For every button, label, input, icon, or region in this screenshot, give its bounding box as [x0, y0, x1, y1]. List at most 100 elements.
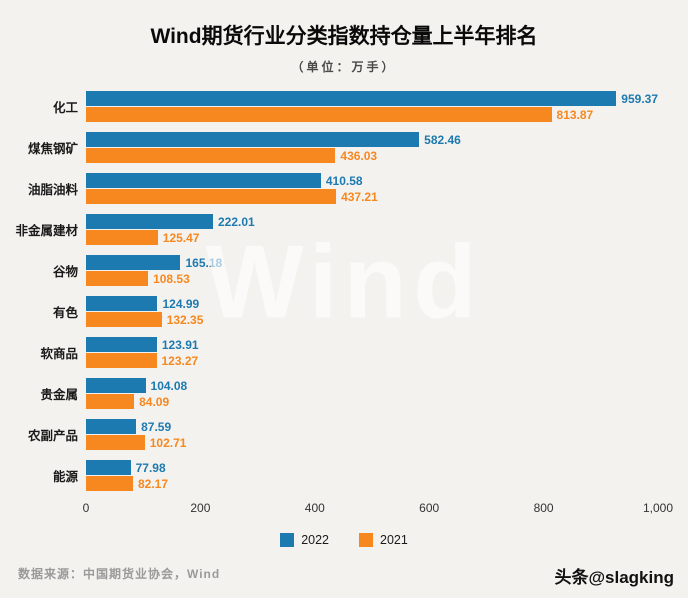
category-label: 煤焦钢矿: [27, 142, 78, 156]
bar-2021: [86, 353, 157, 368]
bar-2022: [86, 255, 181, 270]
bar-2021: [86, 476, 133, 491]
category-label: 贵金属: [40, 388, 78, 402]
legend-label: 2022: [301, 533, 329, 547]
category-row: 贵金属 104.08 84.09: [0, 378, 688, 409]
value-label: 125.47: [162, 230, 200, 245]
category-label: 非金属建材: [15, 224, 78, 238]
bar-line-2022: 410.58: [86, 173, 658, 188]
value-label: 77.98: [135, 460, 166, 475]
x-axis: 0 200 400 600 800 1,000: [82, 501, 673, 517]
bar-line-2022: 959.37: [86, 91, 658, 106]
value-label: 82.17: [138, 476, 169, 491]
bar-line-2022: 165.18: [86, 255, 658, 270]
category-row: 能源 77.98 82.17: [0, 460, 688, 491]
bar-2022: [86, 214, 213, 229]
category-row: 煤焦钢矿 582.46 436.03: [0, 132, 688, 163]
category-row: 软商品 123.91 123.27: [0, 337, 688, 368]
value-label: 102.71: [149, 435, 187, 450]
value-label: 108.53: [153, 271, 190, 286]
value-label: 813.87: [556, 107, 594, 122]
legend-item-2021: 2021: [359, 533, 408, 547]
bar-2022: [86, 460, 131, 475]
category-label: 化工: [52, 101, 78, 115]
value-label: 222.01: [217, 214, 255, 229]
category-row: 非金属建材 222.01 125.47: [0, 214, 688, 245]
value-label: 87.59: [141, 419, 172, 434]
bar-group: 410.58 437.21: [86, 173, 658, 204]
bar-2021: [86, 271, 149, 286]
bar-line-2021: 813.87: [86, 107, 658, 122]
bar-group: 165.18 108.53: [86, 255, 658, 286]
value-label: 410.58: [325, 173, 363, 188]
x-tick-label: 200: [190, 501, 211, 515]
value-label: 132.35: [166, 312, 204, 327]
bar-group: 77.98 82.17: [86, 460, 658, 491]
category-label: 谷物: [52, 265, 78, 279]
legend-swatch: [359, 533, 373, 547]
bar-line-2022: 104.08: [86, 378, 658, 393]
bar-2021: [86, 230, 158, 245]
bar-2021: [86, 107, 552, 122]
bar-line-2021: 437.21: [86, 189, 658, 204]
chart-rows: 化工 959.37 813.87 煤焦钢矿 582.46 436.03 油脂油料 410.58…: [0, 91, 688, 491]
bar-2021: [86, 435, 145, 450]
bar-2022: [86, 419, 137, 434]
bar-line-2021: 82.17: [86, 476, 658, 491]
bar-line-2021: 108.53: [86, 271, 658, 286]
bar-group: 123.91 123.27: [86, 337, 658, 368]
bar-line-2021: 84.09: [86, 394, 658, 409]
x-tick-label: 1,000: [642, 501, 674, 515]
category-row: 有色 124.99 132.35: [0, 296, 688, 327]
value-label: 104.08: [150, 378, 188, 393]
bar-2022: [86, 296, 158, 311]
x-tick-label: 600: [419, 501, 440, 515]
x-tick-label: 800: [533, 501, 554, 515]
bar-line-2022: 582.46: [86, 132, 658, 147]
bar-line-2021: 436.03: [86, 148, 658, 163]
value-label: 84.09: [139, 394, 170, 409]
value-label: 123.27: [161, 353, 199, 368]
category-label: 软商品: [40, 347, 78, 361]
bar-line-2021: 102.71: [86, 435, 658, 450]
bar-2022: [86, 378, 146, 393]
value-label: 582.46: [424, 132, 461, 147]
bar-group: 87.59 102.71: [86, 419, 658, 450]
bar-group: 582.46 436.03: [86, 132, 658, 163]
bar-group: 959.37 813.87: [86, 91, 658, 122]
category-label: 农副产品: [27, 429, 78, 443]
chart-subtitle: （单位：万手）: [291, 60, 397, 74]
category-label: 有色: [52, 306, 78, 320]
bar-group: 222.01 125.47: [86, 214, 658, 245]
bar-line-2021: 125.47: [86, 230, 658, 245]
category-row: 农副产品 87.59 102.71: [0, 419, 688, 450]
category-row: 谷物 165.18 108.53: [0, 255, 688, 286]
bar-line-2022: 123.91: [86, 337, 658, 352]
bar-2022: [86, 337, 157, 352]
x-tick-label: 400: [304, 501, 325, 515]
category-row: 化工 959.37 813.87: [0, 91, 688, 122]
bar-2021: [86, 189, 337, 204]
bar-2021: [86, 148, 336, 163]
value-label: 123.91: [161, 337, 199, 352]
bar-group: 104.08 84.09: [86, 378, 658, 409]
bar-line-2022: 87.59: [86, 419, 658, 434]
legend-item-2022: 2022: [280, 533, 329, 547]
category-row: 油脂油料 410.58 437.21: [0, 173, 688, 204]
chart-title: Wind期货行业分类指数持仓量上半年排名: [150, 25, 538, 48]
legend: 2022 2021: [0, 533, 688, 547]
value-label: 165.18: [185, 255, 223, 270]
bar-line-2022: 222.01: [86, 214, 658, 229]
legend-label: 2021: [380, 533, 408, 547]
legend-swatch: [280, 533, 295, 547]
bar-line-2021: 132.35: [86, 312, 658, 327]
category-label: 能源: [52, 470, 78, 484]
x-tick-label: 0: [82, 501, 90, 515]
bar-2022: [86, 132, 420, 147]
bar-2021: [86, 312, 162, 327]
data-source-note: 数据来源：中国期货业协会，Wind: [18, 567, 221, 581]
value-label: 436.03: [340, 148, 378, 163]
category-label: 油脂油料: [27, 183, 78, 197]
value-label: 124.99: [162, 296, 200, 311]
